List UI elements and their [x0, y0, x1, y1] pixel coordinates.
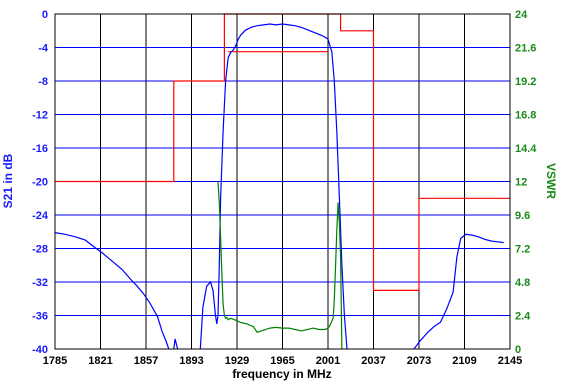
s21-line — [173, 338, 179, 350]
y-tick-label-right: 19.2 — [515, 76, 536, 88]
y-tick-label-right: 21.6 — [515, 43, 536, 55]
y-tick-label-right: 12 — [515, 177, 527, 189]
y-tick-label-right: 7.2 — [515, 244, 530, 256]
y-tick-label-right: 16.8 — [515, 110, 536, 122]
data-series — [54, 23, 504, 350]
y-tick-label-left: -36 — [32, 311, 48, 323]
y-tick-label-right: 14.4 — [515, 143, 537, 155]
x-tick-label: 1893 — [179, 355, 203, 367]
x-tick-label: 1965 — [270, 355, 294, 367]
right-axis-ticks: 24 21.6 19.2 16.8 14.4 12 9.6 7.2 4.8 2.4 0 — [515, 9, 537, 356]
mask-upper-line — [55, 13, 510, 291]
grid-lines — [55, 14, 510, 349]
x-tick-label: 1785 — [43, 355, 67, 367]
x-tick-label: 2145 — [498, 355, 522, 367]
y-tick-label-left: -32 — [32, 277, 48, 289]
left-axis-ticks: 0 -4 -8 -12 -16 -20 -24 -28 -32 -36 -40 — [32, 9, 49, 356]
y-tick-label-right: 24 — [515, 9, 528, 21]
y-tick-label-left: 0 — [42, 9, 48, 21]
y-tick-label-left: -16 — [32, 143, 48, 155]
vswr-line — [217, 181, 343, 350]
x-tick-label: 1821 — [88, 355, 112, 367]
y-tick-label-left: -4 — [38, 43, 49, 55]
x-tick-label: 2109 — [452, 355, 476, 367]
y-tick-label-left: -12 — [32, 110, 48, 122]
y-axis-label-right: VSWR — [544, 163, 558, 199]
y-tick-label-left: -24 — [32, 210, 49, 222]
bottom-axis-ticks: 1785 1821 1857 1893 1929 1965 2001 2037 2073 2109… — [43, 355, 522, 367]
s21-line — [199, 23, 348, 350]
y-tick-label-left: -20 — [32, 177, 48, 189]
x-tick-label: 2001 — [316, 355, 340, 367]
y-tick-label-right: 9.6 — [515, 210, 530, 222]
x-tick-label: 1929 — [225, 355, 249, 367]
spec-mask — [55, 13, 510, 291]
y-tick-label-right: 2.4 — [515, 311, 531, 323]
x-tick-label: 2073 — [407, 355, 431, 367]
y-tick-label-right: 0 — [515, 344, 521, 356]
x-tick-label: 1857 — [134, 355, 158, 367]
s21-line — [413, 233, 504, 350]
x-tick-label: 2037 — [361, 355, 385, 367]
y-tick-label-right: 4.8 — [515, 277, 530, 289]
s21-line — [54, 232, 170, 350]
plot-frame — [54, 13, 511, 350]
y-tick-label-left: -28 — [32, 244, 48, 256]
y-tick-label-left: -40 — [32, 344, 48, 356]
y-axis-label-left: S21 in dB — [1, 153, 15, 208]
y-tick-label-left: -8 — [38, 76, 48, 88]
x-axis-label: frequency in MHz — [232, 367, 331, 381]
